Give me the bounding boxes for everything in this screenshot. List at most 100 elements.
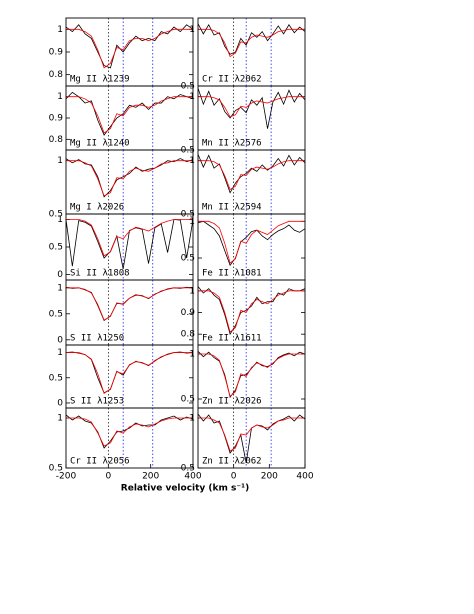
spectrum [66,24,193,69]
spectrum [198,23,305,55]
x-tick-label: 0 [231,472,237,482]
panel: 0.5 1 -200 0 200 400 Cr II λ2056 Relative veloc… [49,407,249,494]
panel-label: Zn II λ2026 [202,397,262,407]
fit [66,96,193,134]
panel-label: Mn II λ2594 [202,203,262,213]
panel-label: Mg II λ1240 [70,139,130,149]
spectrum [66,351,193,394]
y-tick-label: 0.5 [49,373,63,383]
y-tick-label: 0 [57,335,63,345]
panel: 0.8 0.9 1 Fe II λ1611 [181,279,306,346]
y-tick-label: 0.9 [49,114,64,124]
y-tick-label: 1 [189,414,195,424]
x-tick-label: 200 [142,472,159,482]
x-tick-label: -200 [56,472,77,482]
panel: 0 0.5 1 S II λ1253 [49,344,194,408]
y-tick-label: 1 [57,348,63,358]
fit [198,290,305,333]
y-tick-label: 0.9 [181,308,196,318]
y-tick-label: 0.5 [181,146,195,156]
panel-label: Si II λ1808 [70,269,130,279]
y-tick-label: 1 [189,350,195,360]
panel-label: Mn II λ2576 [202,139,262,149]
fit [66,417,193,447]
y-tick-label: 0.5 [49,309,63,319]
panel-frame [65,407,194,469]
y-tick-label: 0.5 [181,395,195,405]
panel-label: S II λ1250 [70,334,124,344]
y-tick-label: 1 [57,414,63,424]
fit [66,287,193,321]
fit [198,417,305,452]
spectrum [198,351,305,399]
panel-label: S II λ1253 [70,397,124,407]
y-tick-label: 1 [189,92,195,102]
y-tick-label: 0.8 [49,135,64,145]
y-tick-label: 1 [57,215,63,225]
fit [198,353,305,398]
spectrum [66,414,193,449]
panel-label: Mg I λ2026 [70,203,124,213]
fit [66,160,193,197]
fit [198,220,305,264]
spectrum [198,286,305,336]
spectrum [66,91,193,136]
x-tick-label: 400 [184,472,201,482]
y-tick-label: 0.5 [49,464,63,474]
panel-label: Mg II λ1239 [70,75,130,85]
y-tick-label: 0.5 [181,254,195,264]
y-tick-label: 1 [57,156,63,166]
spectrum [198,154,305,194]
y-tick-label: 1 [189,217,195,227]
y-tick-label: 1 [57,283,63,293]
spectrum [198,88,305,129]
y-tick-label: 1 [189,286,195,296]
y-tick-label: 0.5 [181,210,195,220]
panel-label: Cr II λ2056 [70,457,130,467]
panel-label: Zn II λ2062 [202,457,262,467]
y-tick-label: 1 [57,25,63,35]
panel: 0.5 1 Zn II λ2026 [181,344,306,409]
y-tick-label: 0 [57,398,63,408]
y-tick-label: 1 [57,92,63,102]
spectrum [66,286,193,322]
fit [66,352,193,395]
y-tick-label: 0.5 [181,82,195,92]
fit [66,219,193,257]
y-tick-label: 0.9 [49,48,64,58]
y-tick-label: 0 [57,270,63,280]
y-tick-label: 0.8 [49,70,64,80]
fit [198,28,305,58]
x-axis-label: Relative velocity (km s⁻¹) [121,484,249,494]
y-tick-label: 1 [189,25,195,35]
spectrum [66,219,193,270]
fit [66,28,193,69]
fit [198,160,305,191]
spectrum [198,220,305,267]
spectrum [66,158,193,198]
x-tick-label: 200 [261,472,278,482]
y-tick-label: 0.5 [181,464,195,474]
panel: 0 0.5 1 S II λ1250 [49,279,194,346]
panel: 0.8 0.9 1 Mg II λ1240 [49,85,194,151]
y-tick-label: 0.8 [181,330,196,340]
y-tick-label: 0.5 [49,243,63,253]
y-tick-label: 1 [189,156,195,166]
panel-label: Cr II λ2062 [202,75,262,85]
x-tick-label: 400 [296,472,313,482]
panel: 0.5 1 Cr II λ2062 [181,17,306,92]
panel-label: Fe II λ1611 [202,334,262,344]
fit [198,96,305,118]
panel-frame [197,407,306,469]
panel: 0.8 0.9 1 Mg II λ1239 [49,17,194,87]
x-tick-label: 0 [105,472,111,482]
panel-label: Fe II λ1081 [202,269,262,279]
y-tick-label: 0.5 [49,210,63,220]
